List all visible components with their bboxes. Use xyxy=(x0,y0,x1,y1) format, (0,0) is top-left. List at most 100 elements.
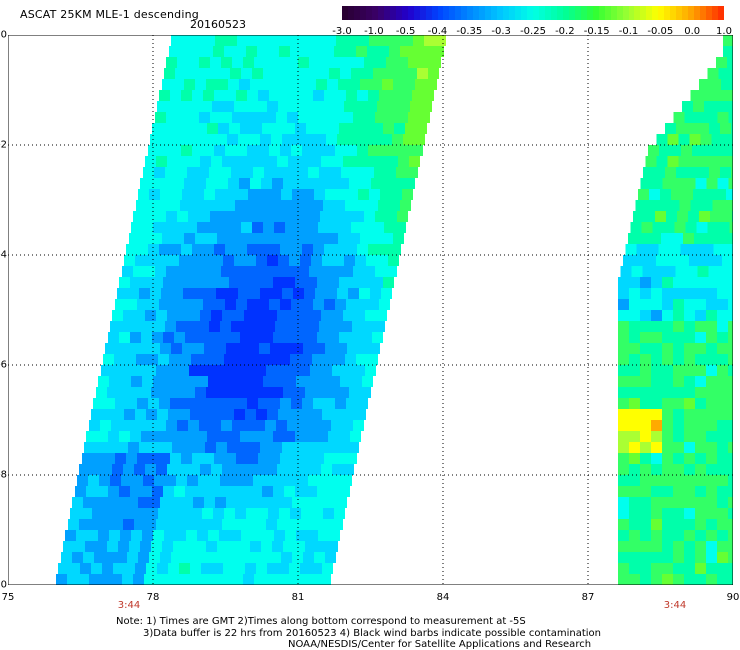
left-swath-cell xyxy=(231,475,242,486)
left-swath-cell xyxy=(258,244,269,255)
left-swath-cell xyxy=(191,46,202,57)
right-swath-cell xyxy=(666,211,677,222)
left-swath-cell xyxy=(214,90,225,101)
left-swath-cell xyxy=(342,112,353,123)
left-swath-cell xyxy=(264,475,275,486)
left-swath-cell xyxy=(350,277,361,288)
left-swath-cell xyxy=(357,244,368,255)
left-swath-cell xyxy=(250,387,261,398)
left-swath-cell xyxy=(273,332,284,343)
right-swath-cell xyxy=(717,288,728,299)
right-swath-cell xyxy=(618,332,629,343)
right-swath-cell xyxy=(640,541,651,552)
left-swath-cell xyxy=(109,530,120,541)
left-swath-cell xyxy=(274,530,285,541)
left-swath-cell xyxy=(190,563,201,574)
right-swath-cell xyxy=(629,310,640,321)
left-swath-cell xyxy=(393,178,404,189)
left-swath-cell xyxy=(224,354,235,365)
left-swath-cell xyxy=(119,332,130,343)
left-swath-cell xyxy=(328,332,339,343)
left-swath-cell xyxy=(88,475,99,486)
left-swath-cell xyxy=(167,310,178,321)
left-swath-cell xyxy=(142,376,153,387)
right-swath-cell xyxy=(640,552,651,563)
left-swath-cell xyxy=(267,409,278,420)
left-swath-cell xyxy=(233,310,244,321)
left-swath-cell xyxy=(219,68,230,79)
right-swath-cell xyxy=(684,431,695,442)
left-swath-cell xyxy=(151,541,162,552)
left-swath-cell xyxy=(371,79,382,90)
left-swath-cell xyxy=(301,508,312,519)
right-swath-cell xyxy=(698,123,709,134)
right-swath-cell xyxy=(728,310,733,321)
left-swath-cell xyxy=(268,200,279,211)
left-swath-cell xyxy=(193,497,204,508)
left-swath-cell xyxy=(307,222,318,233)
right-swath-cell xyxy=(657,200,669,211)
left-swath-cell xyxy=(230,222,241,233)
left-swath-cell xyxy=(90,464,101,475)
left-swath-cell xyxy=(384,68,395,79)
left-swath-cell xyxy=(108,486,119,497)
right-swath-cell xyxy=(618,376,629,387)
right-swath-cell xyxy=(629,420,640,431)
left-swath-cell xyxy=(68,519,79,530)
left-swath-cell xyxy=(401,145,412,156)
right-swath-cell xyxy=(665,123,676,134)
left-swath-cell xyxy=(256,563,267,574)
left-swath-cell xyxy=(232,211,243,222)
left-swath-cell xyxy=(358,343,369,354)
left-swath-cell xyxy=(178,310,189,321)
right-swath-cell xyxy=(620,266,632,277)
left-swath-cell xyxy=(263,68,274,79)
left-swath-cell xyxy=(230,530,241,541)
right-swath-cell xyxy=(618,277,629,288)
left-swath-cell xyxy=(216,288,227,299)
left-swath-cell xyxy=(174,332,185,343)
left-swath-cell xyxy=(351,68,362,79)
right-swath-cell xyxy=(695,464,706,475)
left-swath-cell xyxy=(234,563,245,574)
left-swath-cell xyxy=(229,123,240,134)
left-swath-cell xyxy=(81,508,92,519)
right-swath-cell xyxy=(640,574,651,585)
left-swath-cell xyxy=(219,376,230,387)
left-swath-cell xyxy=(150,442,161,453)
right-swath-cell xyxy=(684,442,695,453)
left-swath-cell xyxy=(143,167,154,178)
left-swath-cell xyxy=(180,200,191,211)
left-swath-cell xyxy=(191,200,202,211)
right-swath-cell xyxy=(673,288,684,299)
left-swath-cell xyxy=(360,233,371,244)
right-swath-cell xyxy=(684,354,695,365)
left-swath-cell xyxy=(76,530,87,541)
left-swath-cell xyxy=(148,453,159,464)
left-swath-cell xyxy=(164,222,175,233)
left-swath-cell xyxy=(233,519,244,530)
right-swath-cell xyxy=(684,519,695,530)
right-swath-cell xyxy=(695,508,706,519)
right-swath-cell xyxy=(706,497,717,508)
right-swath-cell xyxy=(662,310,673,321)
left-swath-cell xyxy=(314,343,325,354)
right-swath-cell xyxy=(662,288,673,299)
left-swath-cell xyxy=(315,442,326,453)
right-swath-cell xyxy=(651,453,662,464)
left-swath-cell xyxy=(359,134,370,145)
right-swath-cell xyxy=(728,409,733,420)
left-swath-cell xyxy=(164,376,175,387)
right-swath-cell xyxy=(700,134,712,145)
colorbar-label: -0.5 xyxy=(395,26,416,37)
left-swath-cell xyxy=(335,299,346,310)
right-swath-cell xyxy=(671,189,682,200)
right-swath-cell xyxy=(684,508,695,519)
left-swath-cell xyxy=(259,343,270,354)
left-swath-cell xyxy=(205,134,216,145)
left-swath-cell xyxy=(272,79,283,90)
right-swath-cell xyxy=(662,376,673,387)
left-swath-cell xyxy=(330,475,341,486)
left-swath-cell xyxy=(237,552,248,563)
right-swath-cell xyxy=(689,134,701,145)
